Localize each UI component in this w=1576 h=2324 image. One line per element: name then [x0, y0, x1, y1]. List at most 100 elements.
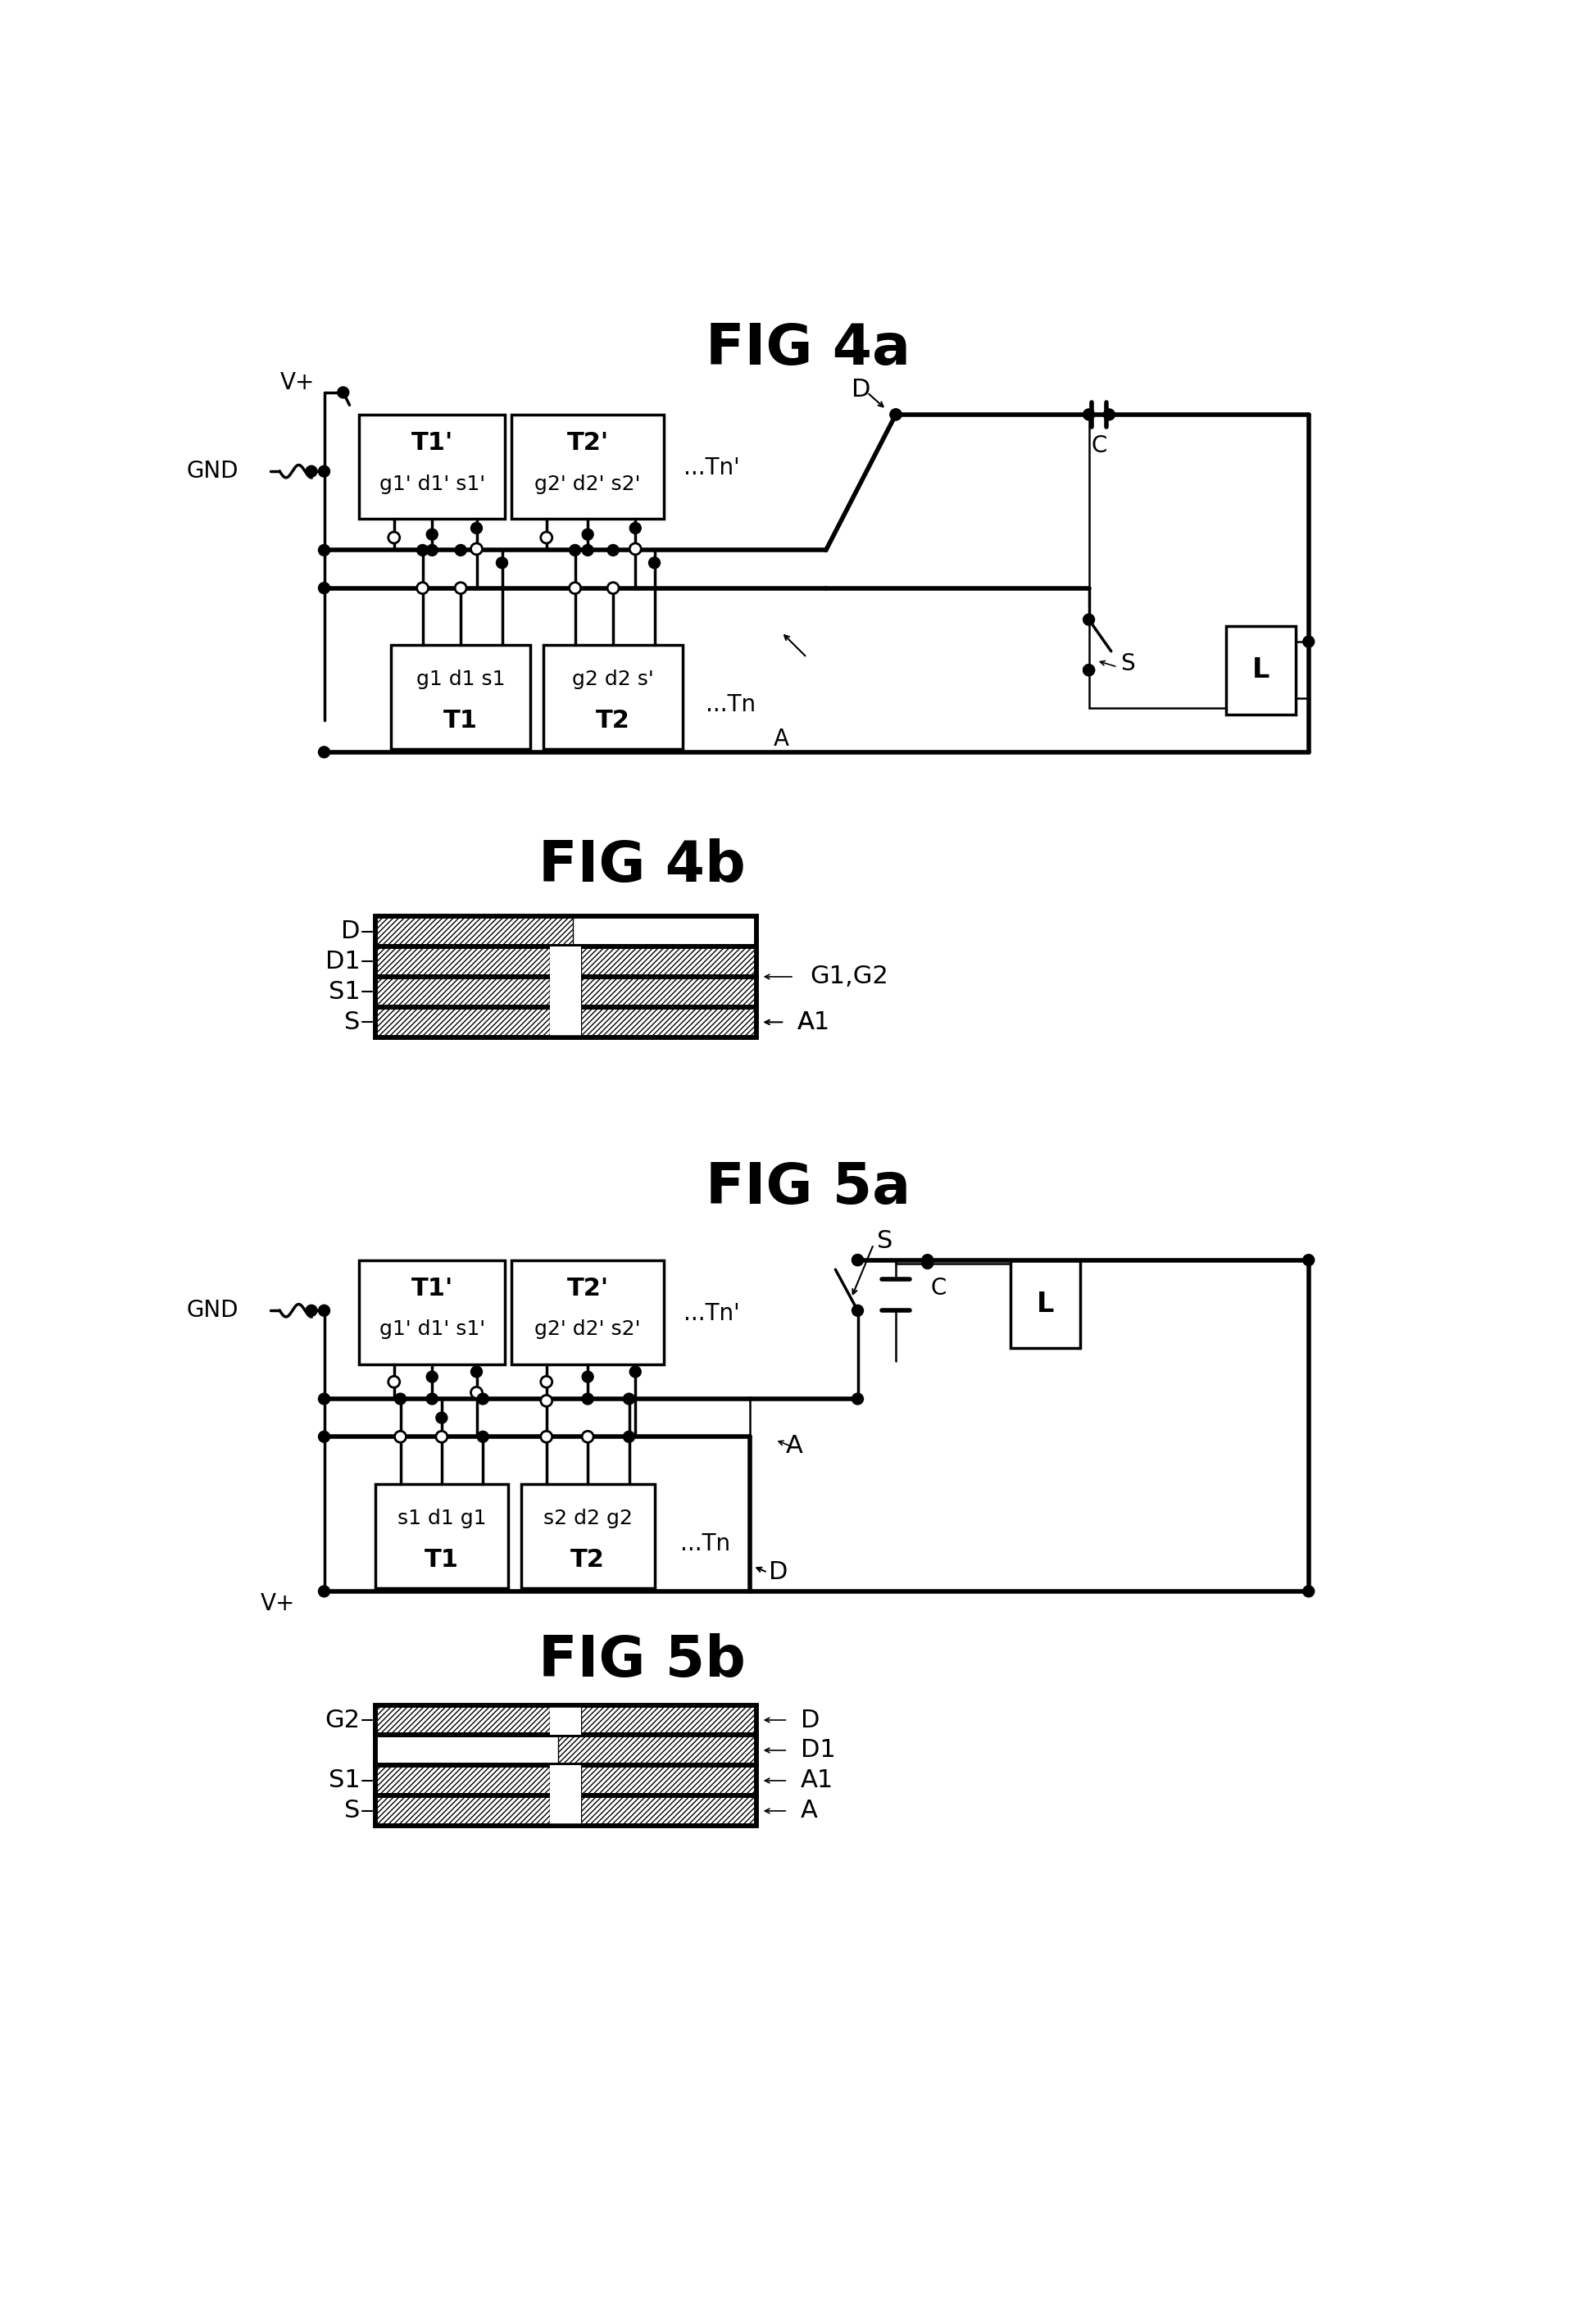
Bar	[375, 1766, 755, 1796]
Text: D1: D1	[325, 951, 361, 974]
Circle shape	[1083, 614, 1094, 625]
Text: s2 d2 g2: s2 d2 g2	[542, 1508, 632, 1529]
Bar	[550, 1006, 580, 1037]
Circle shape	[1083, 665, 1094, 676]
Bar	[1226, 625, 1295, 713]
Bar	[550, 976, 580, 1006]
Bar	[558, 1736, 755, 1766]
Bar	[544, 644, 682, 748]
Text: GND: GND	[186, 1299, 238, 1322]
Circle shape	[455, 583, 466, 593]
Bar	[550, 1796, 580, 1827]
Text: ...Tn': ...Tn'	[682, 1301, 739, 1325]
Text: T2: T2	[571, 1548, 605, 1571]
Text: g2' d2' s2': g2' d2' s2'	[534, 474, 640, 493]
Bar	[375, 1796, 550, 1827]
Text: ...Tn': ...Tn'	[682, 458, 739, 479]
Circle shape	[851, 1255, 864, 1267]
Bar	[580, 1006, 755, 1037]
Text: A: A	[785, 1434, 802, 1457]
Circle shape	[922, 1255, 933, 1267]
Text: ...Tn: ...Tn	[679, 1532, 730, 1555]
Bar	[375, 976, 550, 1006]
Text: T1: T1	[424, 1548, 459, 1571]
Text: G2: G2	[325, 1708, 361, 1731]
Circle shape	[388, 532, 399, 544]
Bar	[580, 1706, 755, 1736]
Circle shape	[851, 1304, 864, 1315]
Circle shape	[1302, 1255, 1314, 1267]
Circle shape	[623, 1432, 635, 1443]
Circle shape	[582, 1432, 593, 1443]
Circle shape	[1302, 1585, 1314, 1597]
Circle shape	[306, 1304, 317, 1315]
Text: T1: T1	[443, 709, 478, 732]
Circle shape	[318, 746, 329, 758]
Text: ...Tn: ...Tn	[704, 693, 755, 716]
Circle shape	[318, 465, 329, 476]
Circle shape	[426, 1392, 438, 1404]
Text: V+: V+	[279, 372, 315, 395]
Circle shape	[394, 1432, 407, 1443]
Bar	[375, 916, 572, 946]
Bar	[375, 1706, 755, 1827]
Text: S: S	[344, 1799, 361, 1822]
Bar	[375, 916, 755, 946]
Text: G1,G2: G1,G2	[810, 964, 887, 988]
Bar	[375, 1006, 755, 1037]
Bar	[511, 1260, 663, 1364]
Circle shape	[1083, 409, 1094, 421]
Bar	[375, 1706, 755, 1736]
Circle shape	[426, 1371, 438, 1383]
Text: g1' d1' s1': g1' d1' s1'	[378, 1320, 485, 1339]
Circle shape	[426, 544, 438, 555]
Circle shape	[889, 409, 901, 421]
Text: FIG 4b: FIG 4b	[537, 839, 745, 892]
Circle shape	[582, 1392, 593, 1404]
Bar	[580, 1796, 755, 1827]
Circle shape	[541, 1394, 552, 1406]
Circle shape	[541, 532, 552, 544]
Circle shape	[318, 1392, 329, 1404]
Circle shape	[569, 544, 580, 555]
Text: g1' d1' s1': g1' d1' s1'	[378, 474, 485, 493]
Circle shape	[569, 583, 580, 593]
Bar	[580, 1766, 755, 1796]
Circle shape	[455, 544, 466, 555]
Circle shape	[416, 583, 429, 593]
Circle shape	[889, 409, 901, 421]
Circle shape	[922, 1257, 933, 1269]
Circle shape	[629, 523, 641, 535]
Text: GND: GND	[186, 460, 238, 483]
Bar	[375, 1006, 550, 1037]
Circle shape	[582, 1371, 593, 1383]
Circle shape	[478, 1392, 489, 1404]
Text: FIG 5b: FIG 5b	[537, 1634, 745, 1687]
Text: C: C	[930, 1276, 946, 1299]
Bar	[580, 946, 755, 976]
Bar	[375, 916, 755, 1037]
Text: A: A	[774, 727, 790, 751]
Text: V+: V+	[260, 1592, 295, 1615]
Circle shape	[318, 1585, 329, 1597]
Bar	[580, 976, 755, 1006]
Bar	[375, 1766, 550, 1796]
Circle shape	[471, 523, 482, 535]
Text: FIG 5a: FIG 5a	[704, 1160, 911, 1215]
Circle shape	[416, 544, 429, 555]
Bar	[375, 1706, 550, 1736]
Circle shape	[388, 1376, 399, 1387]
Circle shape	[629, 1367, 641, 1378]
Bar	[375, 976, 755, 1006]
Text: T1': T1'	[411, 1276, 452, 1301]
Text: g2 d2 s': g2 d2 s'	[572, 669, 654, 690]
Circle shape	[851, 1255, 864, 1267]
Circle shape	[394, 1392, 407, 1404]
Text: T2: T2	[596, 709, 630, 732]
Bar	[359, 1260, 504, 1364]
Bar	[391, 644, 530, 748]
Circle shape	[435, 1432, 448, 1443]
Text: A1: A1	[801, 1769, 834, 1792]
Circle shape	[471, 1387, 482, 1399]
Text: S: S	[1121, 653, 1135, 676]
